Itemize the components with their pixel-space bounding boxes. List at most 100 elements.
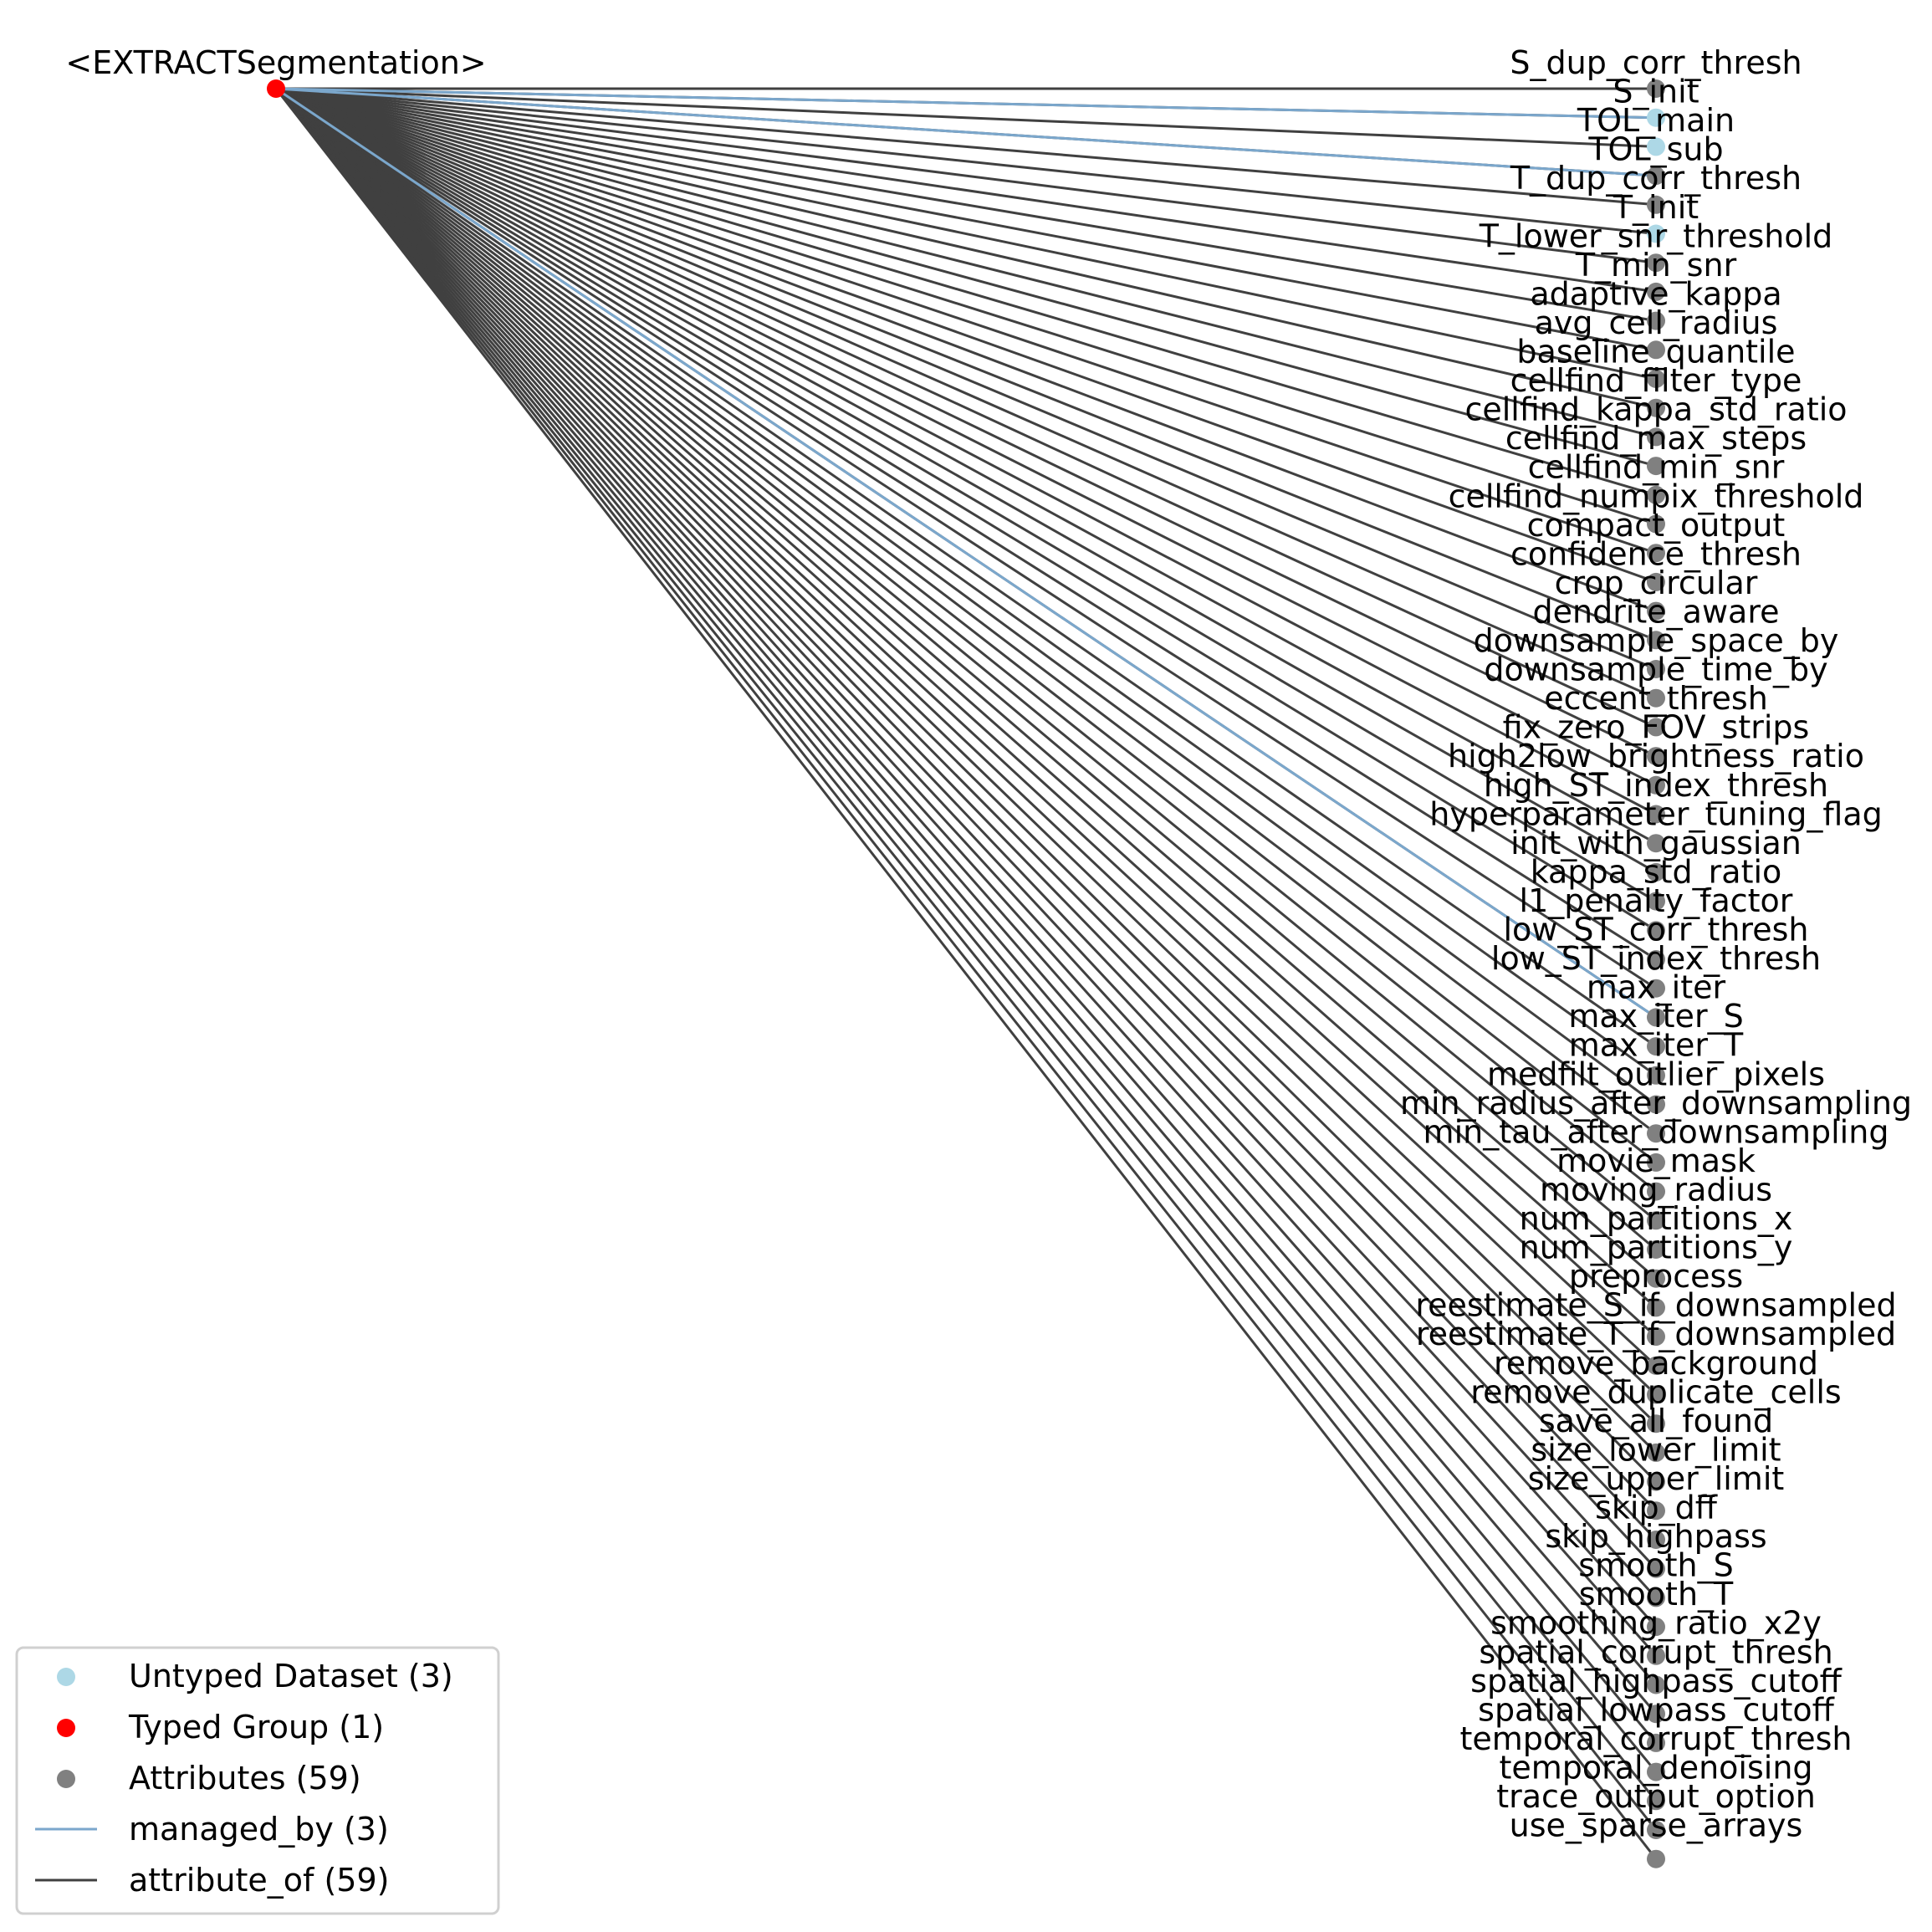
attribute-node[interactable] — [1647, 1531, 1665, 1549]
attribute-node[interactable] — [1647, 921, 1665, 940]
attribute-node[interactable] — [1647, 1791, 1665, 1811]
attribute-node[interactable] — [1647, 1327, 1665, 1347]
node-label: remove_duplicate_cells — [1470, 1373, 1841, 1410]
attribute-of-edge — [275, 87, 1657, 1251]
node-label: smooth_T — [1579, 1576, 1734, 1613]
attribute-node[interactable] — [1647, 660, 1665, 678]
attribute-node[interactable] — [1647, 1269, 1665, 1288]
attribute-node[interactable] — [1647, 979, 1665, 998]
attribute-of-edge — [275, 87, 1657, 787]
attribute-node[interactable] — [1647, 1124, 1665, 1143]
attribute-node[interactable] — [1647, 1588, 1665, 1607]
attribute-node[interactable] — [1647, 1037, 1665, 1056]
managed-by-edge — [275, 87, 1657, 1019]
attribute-node[interactable] — [1647, 1705, 1665, 1724]
attribute-node[interactable] — [1647, 805, 1665, 824]
attribute-node[interactable] — [1647, 631, 1665, 650]
attribute-of-edge — [274, 87, 1658, 1454]
attribute-of-edge — [275, 87, 1657, 235]
attribute-node[interactable] — [1647, 370, 1665, 388]
attribute-node[interactable] — [1647, 601, 1665, 621]
attribute-node[interactable] — [1647, 572, 1665, 591]
attribute-node[interactable] — [1647, 1414, 1665, 1434]
attribute-node[interactable] — [1647, 1821, 1665, 1839]
node-label: min_tau_after_downsampling — [1423, 1113, 1889, 1150]
attribute-node[interactable] — [1647, 1153, 1665, 1172]
node-label: cellfind_min_snr — [1528, 449, 1785, 486]
node-label: use_sparse_arrays — [1510, 1807, 1803, 1844]
attribute-node[interactable] — [1647, 862, 1665, 882]
dataset-node[interactable] — [1647, 224, 1665, 243]
attribute-node[interactable] — [1647, 834, 1665, 853]
node-label: S_dup_corr_thresh — [1510, 44, 1802, 81]
attribute-node[interactable] — [1647, 688, 1665, 708]
attribute-of-edge — [274, 88, 1658, 1715]
attribute-node[interactable] — [1647, 950, 1665, 969]
attribute-of-edge — [275, 87, 1657, 758]
attribute-node[interactable] — [1647, 1675, 1665, 1694]
node-label: avg_cell_radius — [1535, 304, 1778, 341]
attribute-of-edge — [275, 87, 1657, 1077]
attribute-node[interactable] — [1647, 718, 1665, 737]
node-label: moving_radius — [1540, 1171, 1772, 1208]
attribute-node[interactable] — [1647, 892, 1665, 911]
attribute-of-edge — [274, 87, 1658, 1483]
attribute-node[interactable] — [1647, 775, 1665, 795]
attribute-of-edge — [274, 87, 1658, 1599]
attribute-node[interactable] — [1647, 1618, 1665, 1637]
attribute-of-edge — [274, 88, 1658, 1831]
attribute-node[interactable] — [1647, 1298, 1665, 1317]
attribute-node[interactable] — [1647, 1501, 1665, 1521]
node-label: dendrite_aware — [1533, 593, 1780, 630]
attribute-of-edge — [275, 87, 1657, 1164]
node-label: reestimate_S_if_downsampled — [1415, 1287, 1896, 1324]
attribute-node[interactable] — [1647, 1008, 1665, 1027]
attribute-of-edge — [275, 87, 1657, 902]
attribute-node[interactable] — [1647, 1559, 1665, 1578]
attribute-of-edge — [274, 87, 1658, 1541]
dataset-node[interactable] — [1647, 108, 1665, 127]
attribute-node[interactable] — [1647, 485, 1665, 504]
attribute-node[interactable] — [1647, 1240, 1665, 1259]
attribute-of-edge — [275, 87, 1657, 1309]
attribute-node[interactable] — [1647, 1356, 1665, 1375]
attribute-node[interactable] — [1647, 195, 1665, 214]
attribute-node[interactable] — [1647, 166, 1665, 186]
root-node[interactable] — [267, 79, 285, 98]
attribute-node[interactable] — [1647, 282, 1665, 301]
attribute-node[interactable] — [1647, 1849, 1665, 1868]
node-label: size_lower_limit — [1531, 1431, 1781, 1468]
attribute-node[interactable] — [1647, 1095, 1665, 1114]
attribute-node[interactable] — [1647, 1211, 1665, 1230]
attribute-node[interactable] — [1647, 1443, 1665, 1462]
attribute-node[interactable] — [1647, 1472, 1665, 1491]
attribute-node[interactable] — [1647, 747, 1665, 766]
attribute-node[interactable] — [1647, 544, 1665, 563]
attribute-of-edge — [274, 87, 1658, 1367]
attribute-of-edge — [275, 87, 1657, 438]
attribute-node[interactable] — [1647, 253, 1665, 273]
attribute-node[interactable] — [1647, 79, 1665, 98]
attribute-node[interactable] — [1647, 1733, 1665, 1752]
node-label: T_dup_corr_thresh — [1510, 160, 1802, 197]
attribute-node[interactable] — [1647, 1066, 1665, 1085]
node-label: baseline_quantile — [1516, 334, 1795, 371]
node-label: kappa_std_ratio — [1531, 853, 1782, 890]
managed-by-edge — [275, 87, 1657, 120]
attribute-node[interactable] — [1647, 427, 1665, 447]
dataset-node[interactable] — [1647, 137, 1665, 156]
attribute-node[interactable] — [1647, 457, 1665, 476]
attribute-node[interactable] — [1647, 514, 1665, 534]
attribute-node[interactable] — [1647, 398, 1665, 417]
attribute-node[interactable] — [1647, 1762, 1665, 1781]
attribute-node[interactable] — [1647, 1182, 1665, 1201]
node-label: confidence_thresh — [1510, 535, 1802, 572]
attribute-node[interactable] — [1647, 340, 1665, 360]
node-label: hyperparameter_tuning_flag — [1429, 795, 1882, 832]
attribute-node[interactable] — [1647, 1646, 1665, 1665]
node-label: preprocess — [1569, 1258, 1743, 1295]
node-label: spatial_highpass_cutoff — [1470, 1663, 1842, 1699]
attribute-node[interactable] — [1647, 311, 1665, 330]
attribute-node[interactable] — [1647, 1385, 1665, 1404]
node-label: high_ST_index_thresh — [1484, 767, 1828, 804]
